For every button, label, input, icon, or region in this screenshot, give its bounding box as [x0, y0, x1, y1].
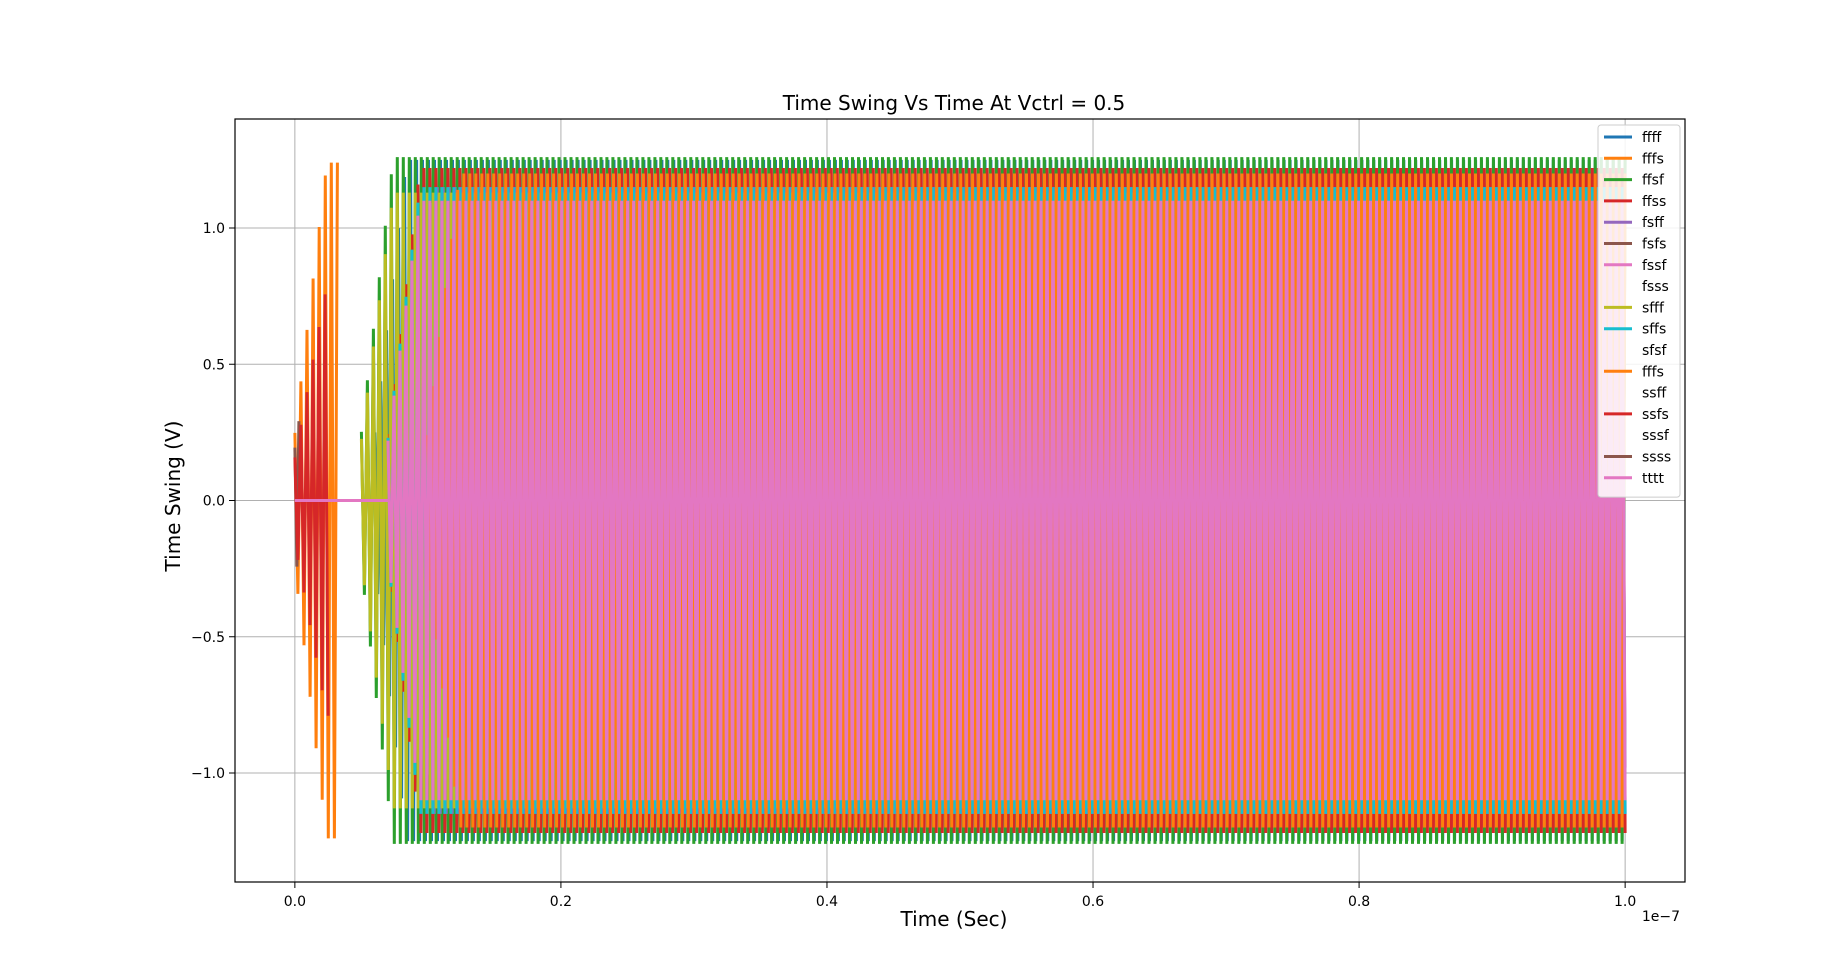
legend-label-fssf: fssf: [1642, 258, 1668, 274]
legend-label-fsff: fsff: [1642, 215, 1664, 231]
y-axis-label: Time Swing (V): [161, 421, 185, 573]
legend-label-sffs: sffs: [1642, 322, 1666, 338]
legend-label-fsfs: fsfs: [1642, 237, 1666, 253]
legend: ffff fffs ffsf ffss fsff fsfs fssf fsss sfff sffs…: [1597, 124, 1681, 498]
legend-label-ffss: ffss: [1642, 194, 1666, 210]
series-line-ssfs: [293, 294, 330, 716]
x-tick-label: 0.0: [284, 894, 306, 910]
x-tick-label: 0.2: [550, 894, 572, 910]
series-line-tttt: [386, 200, 1627, 801]
legend-label-ssff: ssff: [1642, 386, 1667, 402]
legend-label-tttt: tttt: [1642, 471, 1664, 487]
legend-label-sssf: sssf: [1642, 428, 1670, 444]
y-tick-label: −0.5: [191, 630, 225, 646]
legend-box: [1597, 124, 1681, 498]
legend-label-fffs: fffs: [1642, 151, 1664, 167]
legend-label-ssss: ssss: [1642, 450, 1671, 466]
y-tick-label: 0.0: [203, 494, 225, 510]
x-tick-label: 0.8: [1348, 894, 1370, 910]
chart-title: Time Swing Vs Time At Vctrl = 0.5: [782, 91, 1126, 115]
y-tick-label: −1.0: [191, 766, 225, 782]
axes: 0.0 0.2 0.4 0.6 0.8 1.0 −1.0 −0.5 0.0 0.5 1.0: [191, 118, 1686, 910]
legend-label-sfff: sfff: [1642, 300, 1665, 316]
legend-label-ssfs: ssfs: [1642, 407, 1669, 423]
x-axis-offset-text: 1e−7: [1642, 909, 1680, 925]
plot-area: [293, 157, 1627, 844]
legend-label-sfsf: sfsf: [1642, 343, 1668, 359]
legend-label-ffsf: ffsf: [1642, 173, 1665, 189]
legend-label-fsss: fsss: [1642, 279, 1669, 295]
y-tick-label: 1.0: [203, 221, 225, 237]
legend-label-ffff: ffff: [1642, 130, 1662, 146]
x-axis-label: Time (Sec): [900, 907, 1008, 931]
x-tick-label: 0.6: [1082, 894, 1104, 910]
x-tick-label: 1.0: [1614, 894, 1636, 910]
x-tick-label: 0.4: [816, 894, 838, 910]
y-tick-label: 0.5: [203, 357, 225, 373]
legend-label-fffs: fffs: [1642, 364, 1664, 380]
